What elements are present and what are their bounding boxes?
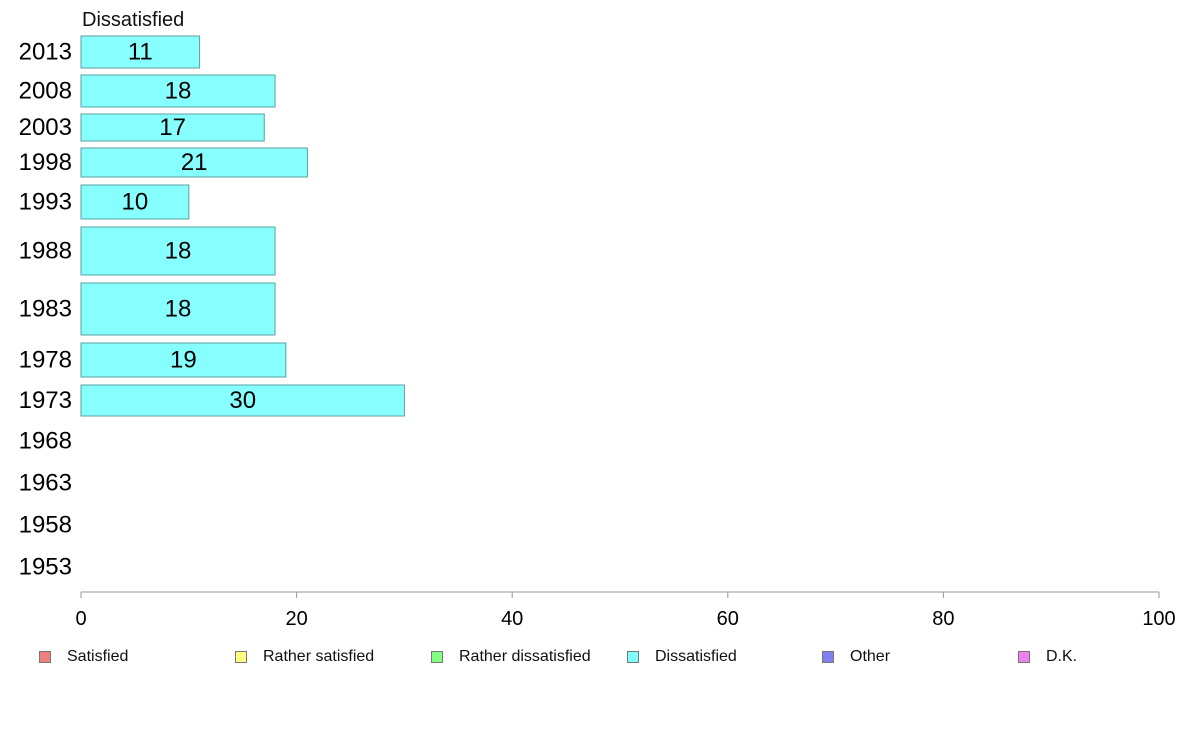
legend-swatch-rather-dissatisfied [431,651,443,663]
legend-item-other: Other [822,646,890,668]
category-label-year-1958: 1958 [19,512,72,539]
x-tick-label-100: 100 [1142,608,1175,630]
legend-swatch-dk [1018,651,1030,663]
category-label-year-1968: 1968 [19,428,72,455]
x-tick-label-0: 0 [75,608,86,630]
x-tick-label-40: 40 [501,608,523,630]
data-label-year-2013: 11 [128,39,153,66]
data-label-year-1978: 19 [170,347,197,374]
category-label-year-1998: 1998 [19,149,72,176]
data-label-year-1998: 21 [181,149,208,176]
legend-swatch-rather-satisfied [235,651,247,663]
chart-title: Dissatisfied [82,9,184,31]
bar-year-1988 [80,226,276,276]
x-tick-label-80: 80 [932,608,954,630]
legend-label-satisfied: Satisfied [67,648,129,665]
legend-label-dk: D.K. [1046,648,1078,665]
category-label-year-1983: 1983 [19,296,72,323]
category-label-year-1993: 1993 [19,189,72,216]
bar-year-1993 [80,184,190,220]
data-label-year-1973: 30 [229,387,256,414]
bar-year-2003 [80,113,265,142]
data-label-year-1993: 10 [122,189,149,216]
category-label-year-1963: 1963 [19,470,72,497]
bar-chart: Dissatisfied 2013 11 2008 18 2003 17 1998 21 199… [19,9,1176,630]
category-label-year-2003: 2003 [19,114,72,141]
legend-label-other: Other [850,648,891,665]
x-tick-label-20: 20 [285,608,307,630]
bar-year-1978 [80,342,287,378]
legend-item-rather-satisfied: Rather satisfied [235,646,374,668]
data-label-year-1988: 18 [165,238,192,265]
legend-item-satisfied: Satisfied [39,646,128,668]
category-label-year-2008: 2008 [19,78,72,105]
category-label-year-1978: 1978 [19,347,72,374]
data-label-year-2003: 17 [159,114,186,141]
legend-label-rather-dissatisfied: Rather dissatisfied [459,648,591,665]
legend-item-dissatisfied: Dissatisfied [627,646,737,668]
bar-year-1998 [80,147,308,178]
legend-label-rather-satisfied: Rather satisfied [263,648,375,665]
bar-year-2008 [80,74,276,108]
category-label-year-2013: 2013 [19,39,72,66]
x-tick-label-60: 60 [717,608,739,630]
bar-year-1983 [80,282,276,336]
x-axis: 0 20 40 60 80 100 [75,591,1176,630]
legend-swatch-other [822,651,834,663]
data-label-year-1983: 18 [165,296,192,323]
bars-layer: 2013 11 2008 18 2003 17 1998 21 1993 10 1988 18 1983… [19,35,405,581]
bar-year-2013 [80,35,201,69]
legend-swatch-dissatisfied [627,651,639,663]
bar-year-1973 [80,384,405,417]
legend: Satisfied Rather satisfied Rather dissat… [0,646,1188,670]
data-label-year-2008: 18 [165,78,192,105]
legend-swatch-satisfied [39,651,51,663]
legend-item-dk: D.K. [1018,646,1077,668]
legend-item-rather-dissatisfied: Rather dissatisfied [431,646,591,668]
category-label-year-1988: 1988 [19,238,72,265]
category-label-year-1953: 1953 [19,554,72,581]
category-label-year-1973: 1973 [19,387,72,414]
legend-label-dissatisfied: Dissatisfied [655,648,737,665]
